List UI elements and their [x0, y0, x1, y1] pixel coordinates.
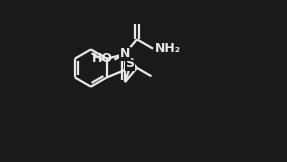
Text: HO: HO [92, 52, 113, 65]
Text: S: S [125, 58, 134, 70]
Text: NH₂: NH₂ [155, 42, 181, 55]
Text: N: N [120, 47, 130, 60]
